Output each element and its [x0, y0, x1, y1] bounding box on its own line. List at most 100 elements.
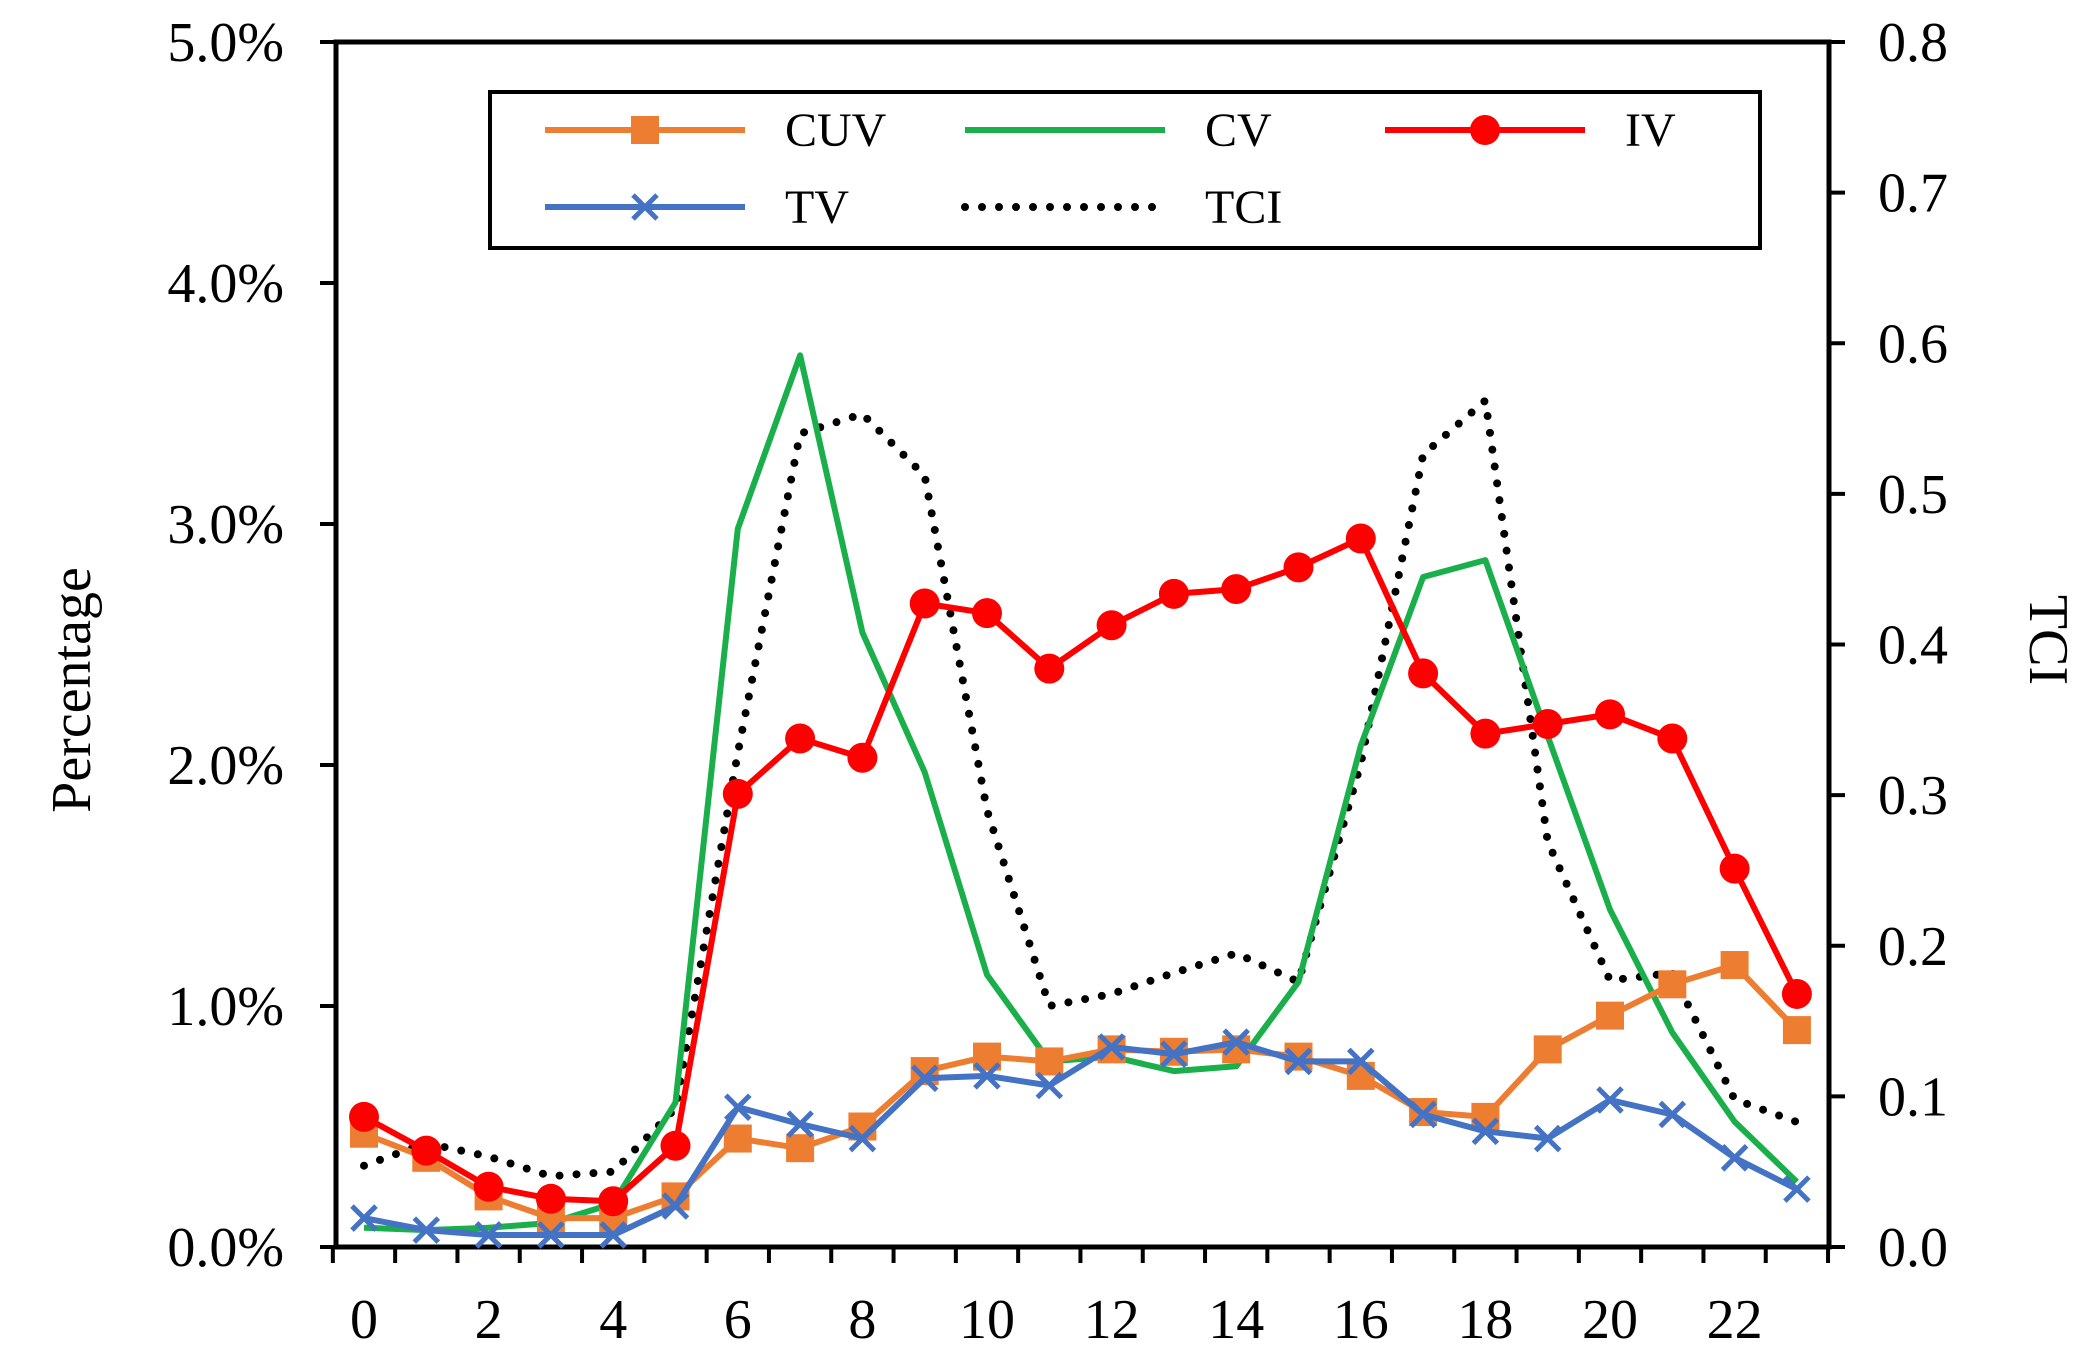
data-point-tv [1222, 1028, 1250, 1056]
data-point-cuv [1782, 1016, 1811, 1045]
left-y-axis: 0.0% 1.0% 2.0% 3.0% 4.0% 5.0% [167, 12, 336, 1279]
legend-marker-tv [631, 193, 659, 221]
x-marker-stroke [973, 1062, 1001, 1090]
data-point-iv [722, 778, 753, 809]
data-point-cuv [1596, 1001, 1624, 1030]
legend-label-tv: TV [785, 181, 849, 234]
data-point-tv [474, 1221, 503, 1249]
x-tick-label: 6 [724, 1289, 752, 1351]
x-marker-stroke [1533, 1124, 1562, 1153]
x-marker-stroke [910, 1064, 939, 1093]
data-point-iv [1657, 723, 1688, 754]
data-point-iv [972, 598, 1002, 629]
data-point-tv [848, 1124, 877, 1153]
x-marker-stroke [661, 1192, 690, 1220]
data-point-iv [785, 723, 816, 754]
data-point-tv [973, 1062, 1001, 1090]
x-marker-stroke [1409, 1100, 1437, 1129]
legend-box [488, 90, 1762, 250]
x-tick-label: 2 [475, 1289, 503, 1351]
legend-entry-tv: TV [545, 181, 849, 234]
data-point-cuv [1035, 1047, 1064, 1076]
right-y-axis: 0.0 0.1 0.2 0.3 0.4 0.5 0.6 0.7 0.8 [1829, 12, 1948, 1279]
data-point-tv [412, 1216, 441, 1244]
x-tick-label: 12 [1084, 1289, 1140, 1351]
x-marker-stroke [1347, 1047, 1375, 1076]
data-point-cuv [1720, 951, 1749, 980]
x-marker-stroke [537, 1221, 565, 1249]
y2-tick-label: 0.2 [1878, 916, 1948, 978]
data-point-iv [598, 1186, 629, 1217]
data-point-iv [349, 1101, 379, 1132]
data-point-tv [1284, 1047, 1313, 1076]
x-tick-label: 20 [1582, 1289, 1638, 1351]
data-point-tv [910, 1064, 939, 1093]
x-marker-stroke [350, 1204, 378, 1232]
x-marker-stroke [786, 1110, 814, 1138]
x-tick-label: 22 [1707, 1289, 1763, 1351]
y-tick-label: 4.0% [167, 253, 284, 315]
y2-tick-label: 0.8 [1878, 12, 1948, 74]
y-tick-label: 2.0% [167, 735, 284, 797]
x-marker-stroke [1720, 1144, 1749, 1172]
legend-entry-iv: IV [1385, 104, 1676, 157]
data-point-iv [909, 588, 940, 619]
x-marker-stroke [1160, 1040, 1188, 1068]
series-line-tv [363, 1039, 1799, 1238]
data-point-tv [1720, 1144, 1749, 1172]
data-point-iv [1158, 578, 1189, 609]
data-point-iv [1221, 574, 1252, 605]
data-point-iv [660, 1130, 691, 1161]
data-point-tv [661, 1192, 690, 1220]
data-point-iv [1096, 610, 1127, 641]
x-marker-stroke [1222, 1028, 1250, 1056]
series-iv [349, 523, 1812, 1217]
x-tick-label: 16 [1333, 1289, 1389, 1351]
data-point-tv [1160, 1040, 1188, 1068]
data-point-tv [724, 1093, 752, 1121]
y-tick-label: 3.0% [167, 494, 284, 556]
data-point-iv [473, 1171, 504, 1202]
x-marker-stroke [631, 193, 659, 221]
x-marker-stroke [599, 1221, 627, 1249]
data-point-tv [1097, 1033, 1126, 1061]
legend-label-tci: TCI [1205, 181, 1282, 234]
x-marker-stroke [1035, 1071, 1064, 1100]
data-point-iv [535, 1183, 566, 1214]
y2-tick-label: 0.1 [1878, 1066, 1948, 1128]
data-point-iv [1408, 658, 1439, 689]
data-point-tv [1596, 1086, 1624, 1114]
x-marker-stroke [1097, 1033, 1126, 1061]
data-point-cuv [786, 1134, 815, 1163]
data-point-iv [1781, 978, 1812, 1009]
y-tick-label: 0.0% [167, 1217, 284, 1279]
legend-label-cv: CV [1205, 104, 1272, 157]
y2-axis-title: TCI [2017, 595, 2079, 685]
x-marker-stroke [1596, 1086, 1624, 1114]
x-tick-label: 8 [848, 1289, 876, 1351]
series-tci [360, 396, 1801, 1181]
data-point-tv [1658, 1100, 1687, 1129]
data-point-tv [350, 1204, 378, 1232]
y2-tick-label: 0.0 [1878, 1217, 1948, 1279]
data-point-tv [1347, 1047, 1375, 1076]
data-point-tv [1409, 1100, 1437, 1129]
legend-entry-cuv: CUV [545, 104, 887, 157]
x-tick-label: 18 [1457, 1289, 1513, 1351]
y-axis-title: Percentage [41, 567, 103, 813]
data-point-tv [599, 1221, 627, 1249]
y-tick-label: 5.0% [167, 12, 284, 74]
x-tick-label: 10 [959, 1289, 1015, 1351]
x-tick-label: 4 [599, 1289, 627, 1351]
data-point-iv [1283, 552, 1314, 583]
x-axis: 0 2 4 6 8 10 12 14 16 18 20 22 [330, 1247, 1831, 1351]
legend-label-cuv: CUV [785, 104, 887, 157]
legend-label-iv: IV [1625, 104, 1676, 157]
legend: CUV CV IV TV TCI [488, 90, 1762, 250]
x-marker-stroke [848, 1124, 877, 1153]
legend-entry-cv: CV [965, 104, 1272, 157]
data-point-iv [847, 742, 878, 773]
y2-tick-label: 0.3 [1878, 765, 1948, 827]
data-point-cuv [1658, 970, 1687, 999]
